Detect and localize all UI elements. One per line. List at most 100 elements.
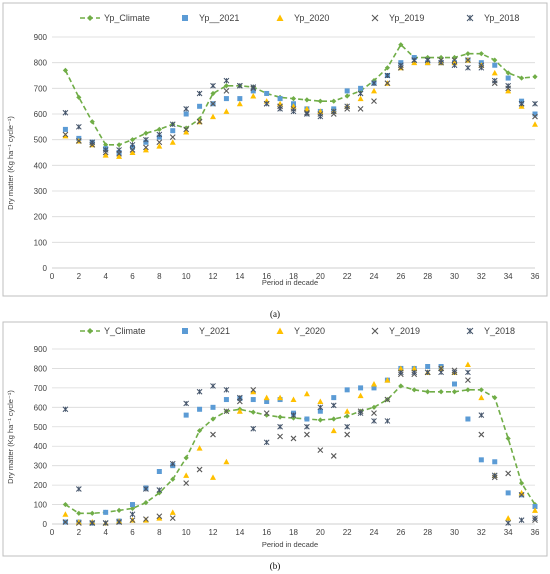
panel-a-data-point [156,143,163,149]
panel-a-data-point [438,57,444,63]
panel-b-data-point [62,511,69,517]
panel-b-x-tick-label: 2 [77,528,82,537]
panel-b-data-point [317,398,324,404]
panel-b-data-point [478,457,484,463]
panel-b-data-point [183,455,189,461]
panel-a-data-point [223,108,230,114]
panel-b-legend-item: Y_2020 [276,326,325,336]
panel-a-data-point [330,108,337,115]
panel-b-data-point [304,416,310,422]
panel-b-data-point [169,515,176,522]
panel-b-data-point [330,427,337,434]
panel-b-data-point [411,369,418,376]
panel-a-data-point [505,70,511,76]
panel-b-y-tick-label: 600 [34,403,48,412]
panel-a-legend-marker [87,15,93,21]
panel-b-data-point [532,515,538,522]
panel-a-data-point [156,139,163,146]
panel-b-data-point [492,459,498,465]
panel-b-data-point [330,453,337,459]
panel-a-x-tick-label: 34 [504,272,513,281]
panel-a-data-point [143,139,149,145]
panel-a-data-point [102,147,109,153]
panel-b-series-4 [62,369,538,526]
panel-a-data-point [519,98,525,104]
panel-a-legend: Yp_Climate Yp__2021 Yp_2020 Yp_2019 Yp_2018 [80,13,519,23]
panel-b-data-point [505,490,511,496]
panel-b-legend-label: Y_2021 [199,326,230,336]
panel-a-data-point [143,130,149,136]
panel-a-data-point [223,83,230,89]
panel-b-data-point [411,387,417,393]
panel-b-data-point [358,385,364,391]
panel-a-data-point [357,105,364,112]
panel-b-x-tick-label: 12 [209,528,218,537]
panel-b-data-point [505,520,512,526]
panel-a-legend-label: Yp_2019 [389,13,424,23]
panel-b-data-point [478,431,485,438]
panel-b-data-point [263,394,270,401]
panel-b-data-point [304,423,310,430]
panel-b-legend-item: Y_2019 [371,326,420,336]
panel-a-data-point [491,77,498,84]
panel-a-x-tick-label: 24 [370,272,379,281]
panel-b-y-tick-label: 900 [34,345,48,354]
panel-b-x-tick-label: 26 [396,528,405,537]
panel-b-data-point [478,387,484,393]
panel-b-data-point [250,386,257,393]
panel-b-data-point [75,519,82,525]
panel-b-frame [2,321,548,557]
panel-b-data-point [344,408,351,414]
panel-a-data-point [451,62,458,69]
panel-b-data-point [170,476,176,482]
panel-b-y-tick-label: 800 [34,364,48,373]
panel-b-data-point [102,520,109,526]
panel-b-data-point [532,504,538,509]
panel-a-x-tick-label: 2 [77,272,82,281]
panel-a-data-point [223,96,229,102]
panel-a-data-point [62,131,69,138]
panel-a-data-point [451,57,458,63]
panel-b-data-point [277,394,284,401]
panel-b-data-point [397,369,404,376]
panel-a-data-point [62,67,69,73]
panel-a-x-tick-label: 20 [316,272,325,281]
panel-a-data-point [89,119,95,125]
panel-a-caption: (a) [270,309,280,319]
panel-b-data-point [317,447,324,453]
panel-a-data-point [317,113,324,120]
panel-a-x-tick-label: 22 [343,272,352,281]
panel-b-data-point [424,369,431,376]
panel-b-data-point [197,406,203,412]
panel-a-data-point [290,108,297,115]
panel-a-y-tick-label: 600 [34,110,48,119]
panel-a-data-point [304,97,310,103]
panel-a-data-point [183,125,189,131]
panel-b-data-point [344,387,350,393]
panel-a-data-point [290,105,297,112]
panel-b-data-point [290,396,297,403]
panel-b-data-point [156,469,162,474]
panel-b-data-point [478,394,485,401]
panel-b-data-point [183,412,189,418]
panel-a-legend-item: Yp_Climate [80,13,150,23]
panel-b-data-point [384,418,391,424]
panel-a-x-tick-label: 14 [235,272,244,281]
panel-b-data-point [264,399,270,404]
panel-b-x-axis-label: Period in decade [262,540,318,549]
panel-b-data-point [492,395,498,401]
panel-b-data-point [464,361,471,368]
panel-a-data-point [102,149,109,156]
panel-a-data-point [357,90,364,97]
panel-a-y-tick-label: 200 [34,213,48,222]
panel-b-data-point [357,392,364,399]
panel-b-x-tick-label: 16 [262,528,271,537]
panel-a-legend-label: Yp_2020 [294,13,329,23]
panel-b-data-point [465,377,471,383]
panel-b-y-tick-label: 0 [43,520,48,529]
panel-a-legend-item: Yp_2018 [466,13,519,23]
panel-a-data-point [277,106,283,112]
panel-b-x-tick-label: 14 [235,528,244,537]
panel-a-data-point [532,121,538,127]
panel-a-data-point [89,139,96,146]
